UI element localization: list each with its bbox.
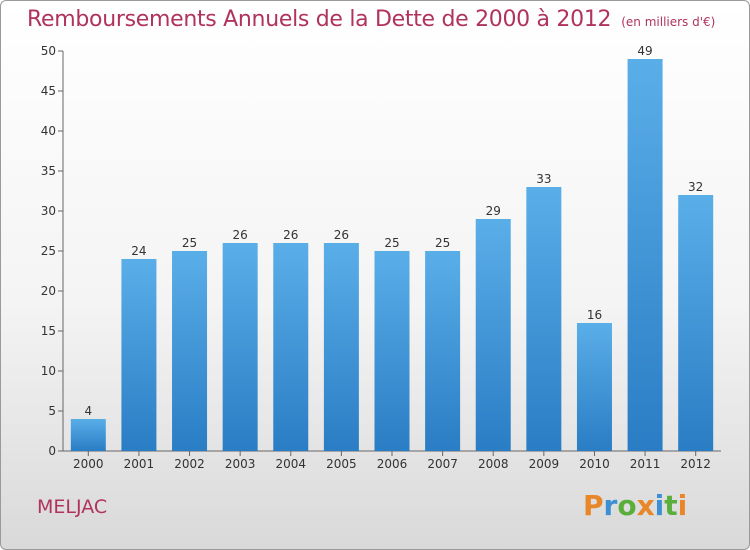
- x-tick-label: 2010: [579, 457, 610, 471]
- y-tick-label: 10: [41, 364, 56, 378]
- bar: [678, 195, 714, 451]
- x-tick-label: 2005: [326, 457, 357, 471]
- logo-letter: t: [664, 489, 678, 522]
- proxiti-logo: Proxiti: [583, 489, 687, 522]
- y-tick-label: 20: [41, 284, 56, 298]
- bar-value-label: 26: [283, 228, 298, 242]
- x-tick-label: 2004: [275, 457, 306, 471]
- bar-value-label: 26: [334, 228, 349, 242]
- x-tick-label: 2008: [478, 457, 509, 471]
- x-tick-label: 2007: [427, 457, 458, 471]
- chart-subtitle: (en milliers d'€): [621, 15, 716, 29]
- logo-letter: r: [603, 489, 618, 522]
- bar-value-label: 4: [84, 404, 92, 418]
- bar: [425, 251, 461, 451]
- chart-title: Remboursements Annuels de la Dette de 20…: [27, 7, 715, 32]
- bar-value-label: 24: [131, 244, 146, 258]
- bar-value-label: 16: [587, 308, 602, 322]
- bar-value-label: 25: [384, 236, 399, 250]
- x-tick-label: 2003: [225, 457, 256, 471]
- bar: [222, 243, 258, 451]
- y-tick-label: 40: [41, 124, 56, 138]
- y-tick-label: 0: [48, 444, 56, 458]
- bar-value-label: 33: [536, 172, 551, 186]
- y-tick-label: 5: [48, 404, 56, 418]
- bar: [172, 251, 208, 451]
- x-tick-label: 2000: [73, 457, 104, 471]
- bars: [70, 59, 714, 451]
- bar-value-label: 25: [435, 236, 450, 250]
- bar-value-label: 25: [182, 236, 197, 250]
- bar-value-label: 26: [233, 228, 248, 242]
- logo-letter: x: [636, 489, 655, 522]
- bar: [273, 243, 309, 451]
- x-tick-label: 2006: [377, 457, 408, 471]
- logo-letter: i: [677, 489, 688, 522]
- bar: [475, 219, 511, 451]
- logo-letter: o: [617, 489, 637, 522]
- x-tick-label: 2011: [630, 457, 661, 471]
- chart-title-text: Remboursements Annuels de la Dette de 20…: [27, 7, 612, 32]
- bar-value-label: 32: [688, 180, 703, 194]
- axes: 0 5 10 15 20 25 30 35 40 45 50 2000 2001 2002 2003 2004…: [41, 44, 721, 471]
- bar: [70, 419, 106, 451]
- y-tick-label: 50: [41, 44, 56, 58]
- bar-value-label: 29: [486, 204, 501, 218]
- bar: [121, 259, 157, 451]
- x-tick-label: 2009: [529, 457, 560, 471]
- bar-value-label: 49: [637, 44, 652, 58]
- y-tick-label: 30: [41, 204, 56, 218]
- y-tick-label: 15: [41, 324, 56, 338]
- data-labels: 4 24 25 26 26 26 25 25 29 33 16 49 32: [84, 44, 703, 418]
- x-tick-label: 2002: [174, 457, 205, 471]
- y-tick-label: 35: [41, 164, 56, 178]
- x-tick-label: 2001: [124, 457, 155, 471]
- y-tick-label: 25: [41, 244, 56, 258]
- y-tick-label: 45: [41, 84, 56, 98]
- bar: [526, 187, 562, 451]
- bar: [627, 59, 663, 451]
- bar: [374, 251, 410, 451]
- bar: [576, 323, 612, 451]
- commune-name: MELJAC: [37, 496, 108, 518]
- x-tick-label: 2012: [680, 457, 711, 471]
- logo-letter: i: [654, 489, 665, 522]
- bar: [323, 243, 359, 451]
- logo-letter: P: [583, 489, 604, 522]
